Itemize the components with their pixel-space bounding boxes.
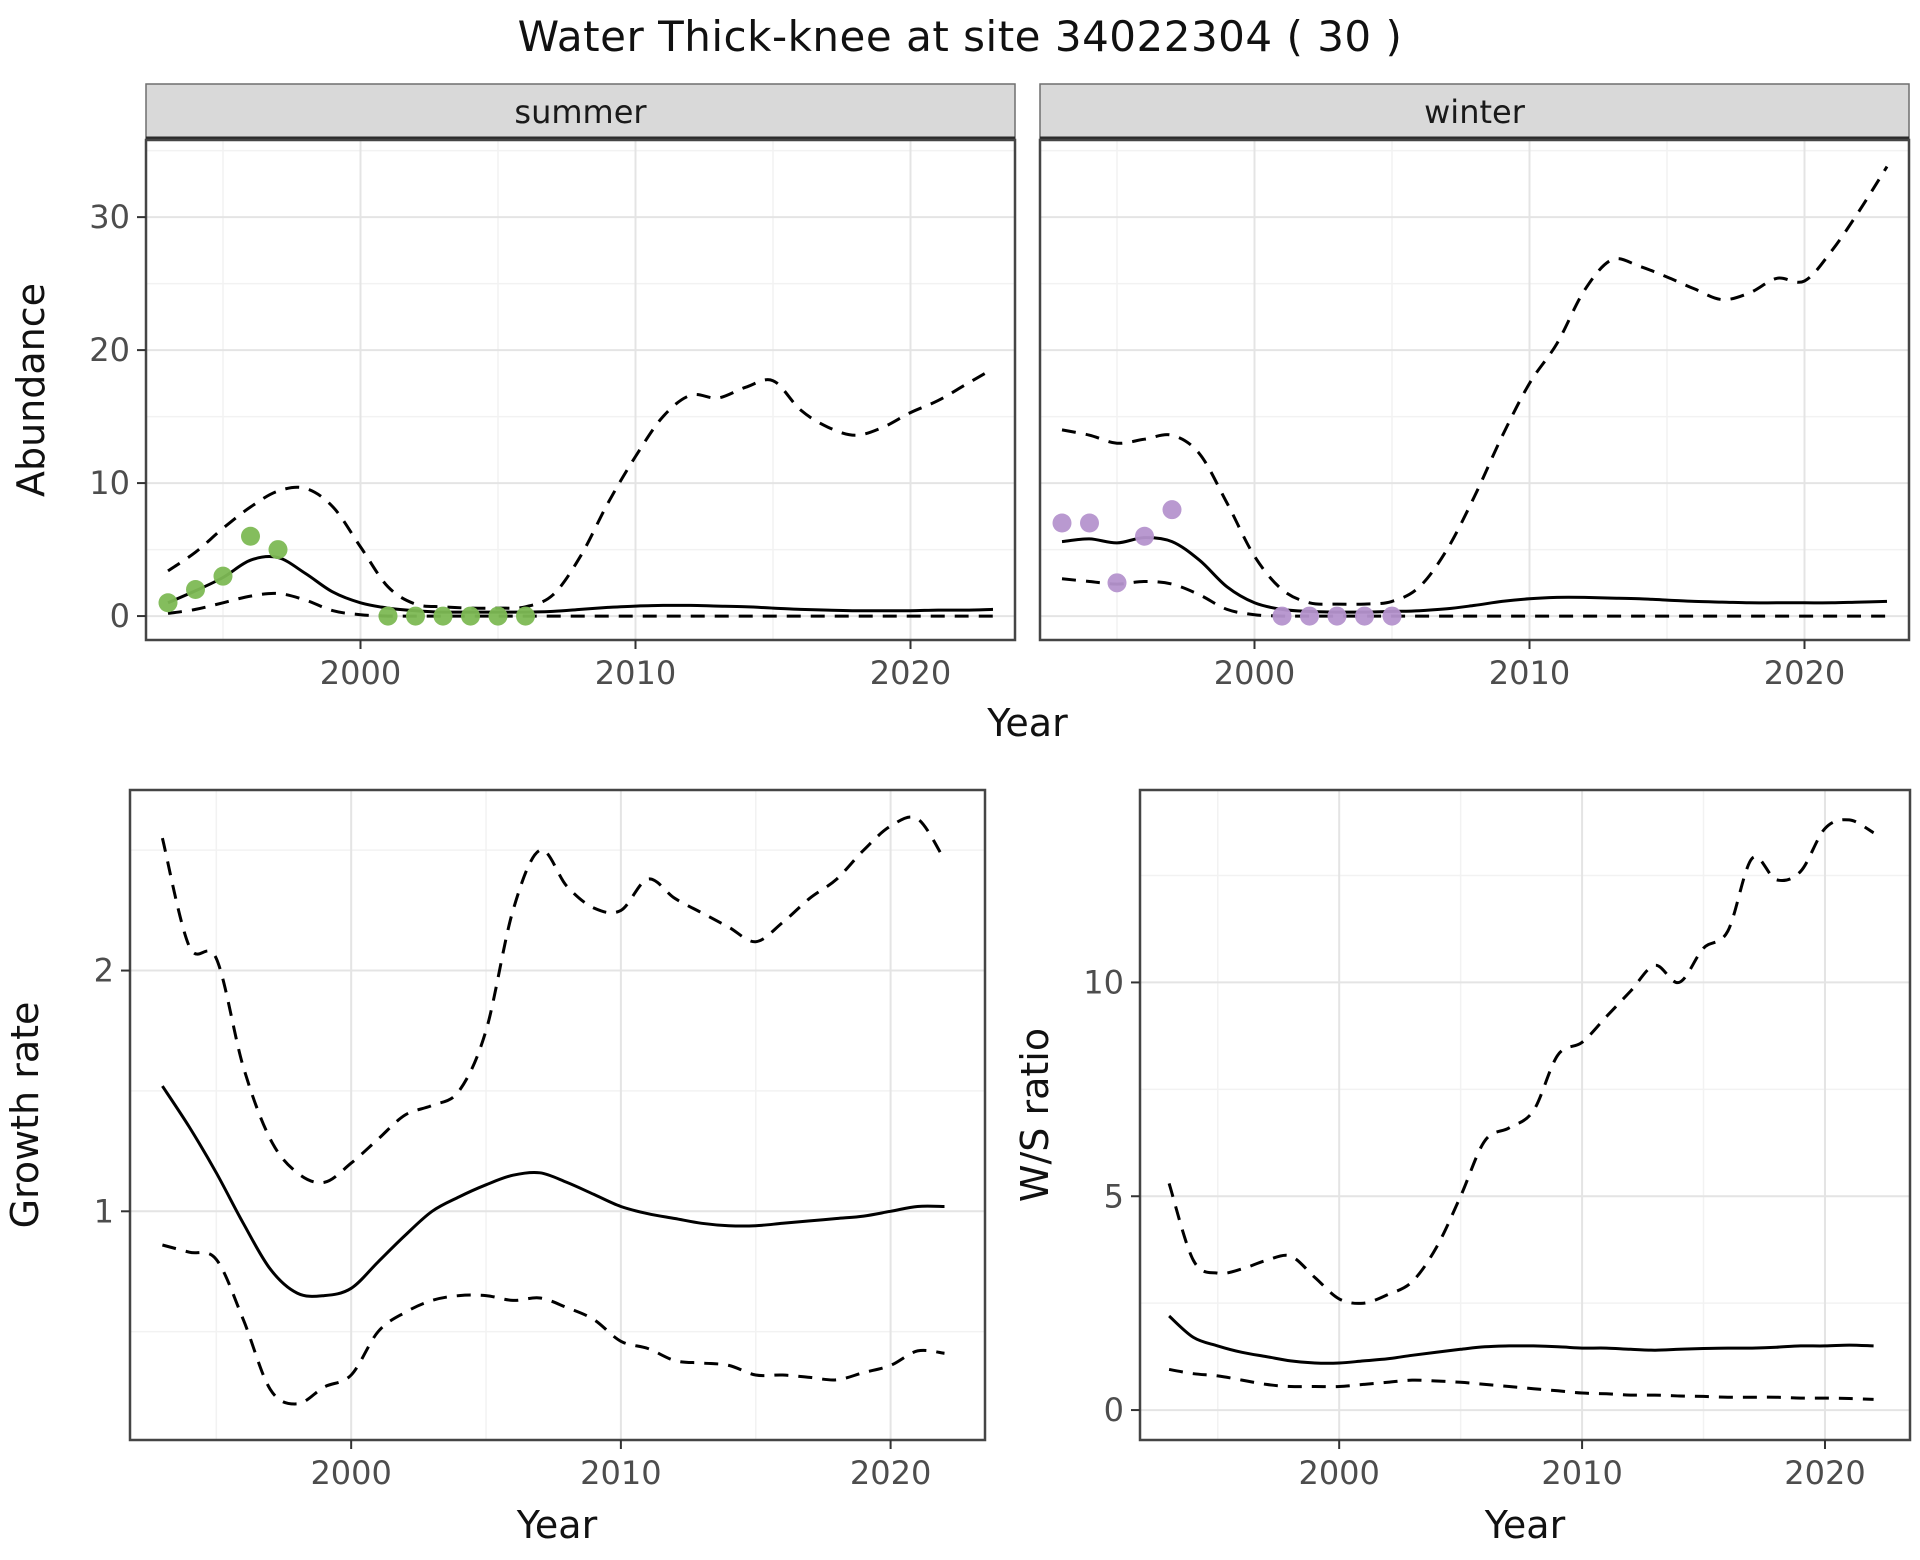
observed-point (516, 606, 535, 626)
ci_upper-line (1061, 165, 1889, 606)
observed-point (1355, 606, 1374, 626)
x-tick-label: 2020 (1784, 1454, 1865, 1492)
observed-point (406, 606, 425, 626)
y-axis-title: Abundance (9, 283, 53, 497)
x-tick-label: 2010 (595, 654, 676, 692)
y-tick-label: 1 (94, 1192, 114, 1230)
observed-point (433, 606, 453, 626)
panel-border (1138, 788, 1912, 1442)
panel-abundance_summer: summer 2000 2010 2020 0 10 20 30 Abundance (9, 83, 1017, 692)
x-tick-label: 2020 (1764, 654, 1845, 692)
x-tick-label: 2010 (1489, 654, 1570, 692)
observed-point (1052, 513, 1072, 533)
x-tick-label: 2010 (580, 1454, 661, 1492)
observed-point (158, 593, 178, 613)
y-tick-label: 30 (89, 198, 130, 236)
panel-border (128, 788, 987, 1442)
observed-point (378, 606, 398, 626)
x-tick-label: 2000 (310, 1454, 391, 1492)
x-axis-title: Year (1484, 1503, 1566, 1547)
chart-title: Water Thick-knee at site 34022304 ( 30 ) (517, 12, 1403, 61)
y-axis-title: Growth rate (3, 1002, 47, 1229)
observed-point (1107, 573, 1127, 593)
observed-point (488, 606, 508, 626)
observed-point (1327, 606, 1347, 626)
y-tick-label: 10 (1083, 963, 1124, 1001)
observed-point (241, 526, 260, 546)
x-tick-label: 2000 (1298, 1454, 1379, 1492)
panel-growth_rate: 2000 2010 2020 1 2 Growth rate Year (3, 788, 987, 1547)
fit_mean-line (161, 1085, 945, 1298)
panel-border (1038, 138, 1911, 642)
observed_counts-points (158, 526, 535, 626)
ci_lower-line (162, 1243, 945, 1406)
ci_upper-line (1167, 818, 1875, 1305)
y-tick-label: 0 (1104, 1391, 1124, 1429)
facet-strip-label: summer (514, 93, 647, 131)
observed-point (1135, 526, 1154, 546)
observed-point (268, 540, 288, 560)
observed-point (461, 606, 480, 626)
y-tick-label: 20 (89, 331, 130, 369)
x-axis-title: Year (516, 1503, 598, 1547)
x-tick-label: 2020 (850, 1454, 931, 1492)
observed-point (1300, 606, 1319, 626)
x-tick-label: 2000 (320, 654, 401, 692)
panel-background (130, 790, 985, 1440)
facet-strip (145, 83, 1016, 141)
y-tick-label: 2 (94, 952, 114, 990)
panel-ws_ratio: 2000 2010 2020 0 5 10 W/S ratio Year (1013, 788, 1912, 1547)
shared-x-axis-title: Year (986, 701, 1068, 745)
ci_upper-line (167, 367, 994, 610)
y-tick-label: 10 (89, 464, 130, 502)
observed-point (1080, 513, 1099, 533)
y-axis-title: W/S ratio (1013, 1028, 1057, 1202)
y-tick-label: 5 (1104, 1177, 1124, 1215)
panel-background (146, 140, 1015, 640)
ci_lower-line (1168, 1367, 1874, 1401)
observed-point (1382, 606, 1402, 626)
panel-background (1140, 790, 1910, 1440)
x-tick-label: 2010 (1541, 1454, 1622, 1492)
y-tick-label: 0 (110, 597, 130, 635)
observed-point (213, 566, 233, 586)
x-tick-label: 2020 (870, 654, 951, 692)
facet-strip (1039, 83, 1910, 141)
fit_mean-line (1168, 1314, 1874, 1365)
panel-background (1040, 140, 1909, 640)
fit_mean-line (167, 555, 994, 614)
x-tick-label: 2000 (1214, 654, 1295, 692)
ci_lower-line (167, 591, 993, 618)
fit_mean-line (1061, 536, 1888, 614)
ci_lower-line (1061, 577, 1887, 618)
observed-point (1272, 606, 1292, 626)
ci_upper-line (160, 815, 946, 1185)
observed_counts-points (1052, 500, 1402, 626)
panel-border (144, 138, 1017, 642)
observed-point (186, 579, 205, 599)
observed-point (1162, 500, 1182, 520)
facet-strip-label: winter (1424, 93, 1526, 131)
panel-abundance_winter: winter 2000 2010 2020 (1038, 83, 1911, 692)
